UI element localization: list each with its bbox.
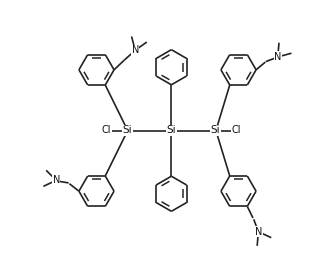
Text: N: N xyxy=(132,45,139,55)
Text: N: N xyxy=(53,175,60,185)
Text: Si: Si xyxy=(210,126,220,135)
Text: N: N xyxy=(274,52,281,62)
Text: Si: Si xyxy=(123,126,132,135)
Text: Cl: Cl xyxy=(232,126,241,135)
Text: Cl: Cl xyxy=(102,126,111,135)
Text: Si: Si xyxy=(166,126,176,135)
Text: N: N xyxy=(255,227,262,237)
